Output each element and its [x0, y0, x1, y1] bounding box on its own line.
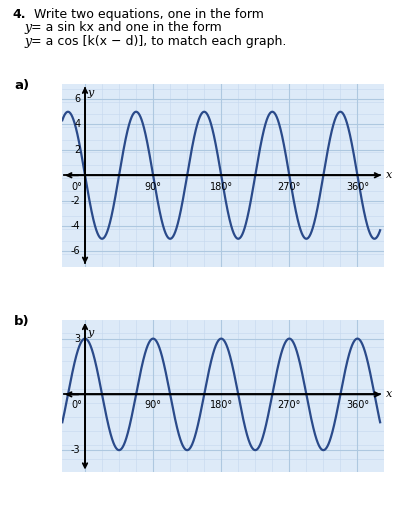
Text: 180°: 180° — [209, 400, 232, 409]
Text: -3: -3 — [71, 445, 80, 455]
Text: 2: 2 — [74, 145, 80, 155]
Text: Write two equations, one in the form: Write two equations, one in the form — [34, 8, 263, 21]
Text: 360°: 360° — [345, 400, 368, 409]
Text: x: x — [385, 389, 391, 399]
Text: 4.: 4. — [12, 8, 26, 21]
Text: a): a) — [14, 79, 29, 92]
Text: 270°: 270° — [277, 400, 300, 409]
Text: 270°: 270° — [277, 182, 300, 192]
Text: 6: 6 — [74, 94, 80, 104]
Text: y: y — [24, 35, 31, 48]
Text: = a sin kx and one in the form: = a sin kx and one in the form — [30, 21, 221, 35]
Text: = a cos [k(x − d)], to match each graph.: = a cos [k(x − d)], to match each graph. — [30, 35, 285, 48]
Text: 0°: 0° — [71, 182, 82, 192]
Text: 360°: 360° — [345, 182, 368, 192]
Text: -4: -4 — [71, 221, 80, 231]
Text: b): b) — [14, 315, 30, 328]
Text: y: y — [87, 87, 93, 98]
Text: y: y — [87, 328, 93, 337]
Text: -2: -2 — [71, 196, 80, 206]
Text: 90°: 90° — [144, 182, 161, 192]
Text: 4: 4 — [74, 119, 80, 130]
Text: 0°: 0° — [71, 400, 82, 409]
Text: x: x — [385, 170, 391, 180]
Text: y: y — [24, 21, 31, 35]
Text: -6: -6 — [71, 246, 80, 257]
Text: 3: 3 — [74, 334, 80, 343]
Text: 90°: 90° — [144, 400, 161, 409]
Text: 180°: 180° — [209, 182, 232, 192]
